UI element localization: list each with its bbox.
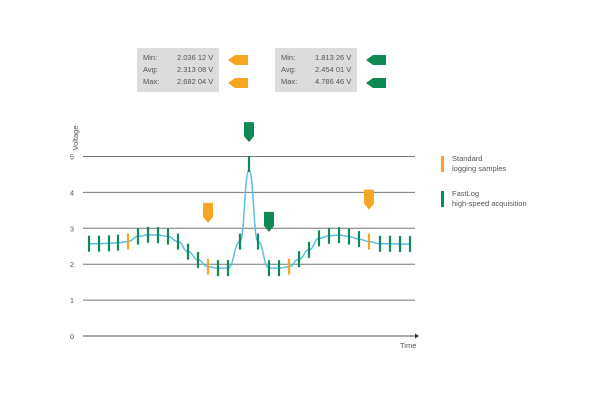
fastlog-stats-box: Min: 1.813 26 V Avg: 2.454 01 V Max: 4.786 … bbox=[275, 48, 358, 92]
stat-label: Max: bbox=[143, 77, 160, 86]
legend-title: Standard bbox=[452, 154, 483, 163]
stat-pointer-arrow-icon bbox=[228, 78, 248, 88]
legend-swatch-fastlog bbox=[441, 191, 444, 207]
fastlog-marker-arrow-icon bbox=[244, 122, 254, 143]
y-tick-label: 2 bbox=[70, 260, 74, 269]
stat-label: Avg: bbox=[143, 65, 158, 74]
standard-marker-arrow-icon bbox=[364, 189, 374, 210]
stat-value: 2.036 12 V bbox=[177, 53, 214, 62]
stat-pointer-arrow-icon bbox=[366, 55, 386, 65]
legend-fastlog: FastLog high-speed acquisition bbox=[441, 189, 527, 209]
x-axis-arrow-icon bbox=[415, 333, 419, 339]
stat-label: Max: bbox=[281, 77, 298, 86]
y-tick-label: 0 bbox=[70, 332, 74, 341]
fastlog-marker-arrow-icon bbox=[264, 211, 274, 232]
y-tick-label: 4 bbox=[70, 188, 74, 197]
legend-swatch-standard bbox=[441, 156, 444, 172]
legend-title: FastLog bbox=[452, 189, 480, 198]
legend-subtitle: logging samples bbox=[452, 164, 507, 173]
stat-value: 2.454 01 V bbox=[315, 65, 352, 74]
stat-label: Min: bbox=[281, 53, 296, 62]
legend-subtitle: high-speed acquisition bbox=[452, 199, 527, 208]
standard-marker-arrow-icon bbox=[203, 202, 213, 223]
stat-pointer-arrow-icon bbox=[366, 78, 386, 88]
y-axis-label: Voltage bbox=[71, 125, 80, 150]
stat-value: 2.313 08 V bbox=[177, 65, 214, 74]
legend-standard: Standard logging samples bbox=[441, 154, 506, 174]
x-axis-label: Time bbox=[400, 341, 416, 350]
stat-label: Min: bbox=[143, 53, 158, 62]
y-tick-label: 1 bbox=[70, 296, 74, 305]
standard-stats-box: Min: 2.036 12 V Avg: 2.313 08 V Max: 2.682 … bbox=[137, 48, 220, 92]
y-tick-label: 3 bbox=[70, 224, 74, 233]
stat-value: 1.813 26 V bbox=[315, 53, 352, 62]
stat-value: 4.786 46 V bbox=[315, 77, 352, 86]
stat-label: Avg: bbox=[281, 65, 296, 74]
stat-value: 2.682 04 V bbox=[177, 77, 214, 86]
y-tick-label: 5 bbox=[70, 153, 74, 162]
stat-pointer-arrow-icon bbox=[228, 55, 248, 65]
signal-curve bbox=[89, 169, 410, 269]
